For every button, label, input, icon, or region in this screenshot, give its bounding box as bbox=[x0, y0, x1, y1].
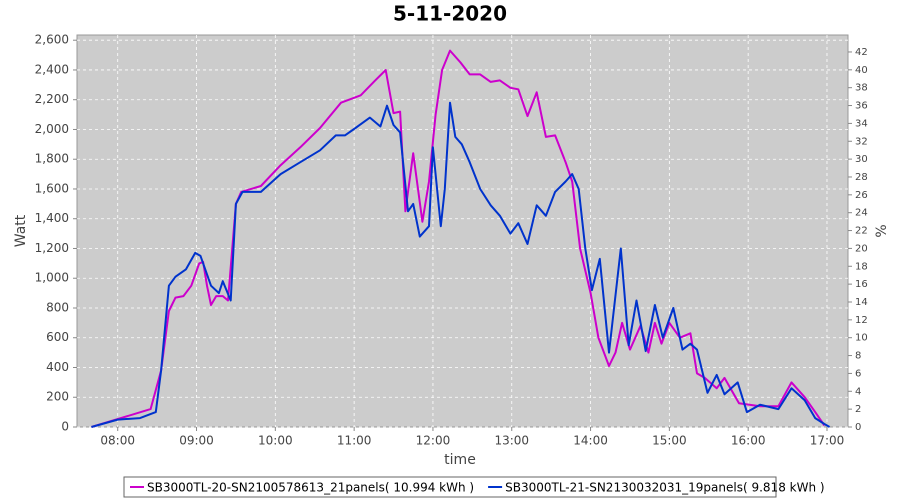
y2-tick-label: 30 bbox=[855, 154, 868, 165]
y-tick-label: 600 bbox=[46, 330, 69, 344]
y2-tick-label: 32 bbox=[855, 136, 868, 147]
y2-tick-label: 14 bbox=[855, 297, 868, 308]
y-tick-label: 200 bbox=[46, 390, 69, 404]
y2-tick-label: 22 bbox=[855, 226, 868, 237]
y2-tick-label: 38 bbox=[855, 83, 868, 94]
x-tick-label: 15:00 bbox=[652, 434, 687, 448]
y2-tick-label: 28 bbox=[855, 172, 868, 183]
y2-tick-label: 34 bbox=[855, 118, 868, 129]
legend-label: SB3000TL-21-SN2130032031_19panels( 9.818… bbox=[505, 481, 824, 495]
x-tick-label: 17:00 bbox=[810, 434, 845, 448]
plot-area bbox=[76, 34, 849, 428]
y2-tick-label: 0 bbox=[855, 422, 861, 433]
y2-tick-label: 18 bbox=[855, 261, 868, 272]
y2-axis-label: % bbox=[874, 224, 890, 237]
x-tick-label: 09:00 bbox=[179, 434, 214, 448]
y-tick-label: 1,000 bbox=[35, 271, 69, 285]
y-tick-label: 2,000 bbox=[35, 122, 69, 136]
y-tick-label: 1,600 bbox=[35, 181, 69, 195]
y2-tick-label: 26 bbox=[855, 190, 868, 201]
series-line bbox=[91, 101, 831, 428]
legend-label: SB3000TL-20-SN2100578613_21panels( 10.99… bbox=[147, 481, 474, 495]
y-tick-label: 2,600 bbox=[35, 33, 69, 47]
y2-tick-label: 12 bbox=[855, 315, 868, 326]
x-tick-label: 12:00 bbox=[416, 434, 451, 448]
y-axis-label: Watt bbox=[13, 214, 29, 247]
x-tick-label: 14:00 bbox=[573, 434, 608, 448]
x-tick-label: 08:00 bbox=[100, 434, 135, 448]
y2-tick-label: 20 bbox=[855, 243, 868, 254]
y2-tick-label: 4 bbox=[855, 386, 861, 397]
y2-tick-label: 10 bbox=[855, 333, 868, 344]
y-tick-label: 2,200 bbox=[35, 92, 69, 106]
y-tick-label: 400 bbox=[46, 360, 69, 374]
y2-tick-label: 24 bbox=[855, 208, 868, 219]
y-tick-label: 1,400 bbox=[35, 211, 69, 225]
y-tick-label: 0 bbox=[61, 420, 69, 434]
y2-tick-label: 16 bbox=[855, 279, 868, 290]
x-axis-label: time bbox=[444, 452, 476, 468]
legend bbox=[123, 476, 777, 498]
y-tick-label: 2,400 bbox=[35, 62, 69, 76]
x-tick-label: 16:00 bbox=[731, 434, 766, 448]
x-tick-label: 10:00 bbox=[258, 434, 293, 448]
y2-tick-label: 40 bbox=[855, 65, 868, 76]
y-tick-label: 1,200 bbox=[35, 241, 69, 255]
y2-tick-label: 2 bbox=[855, 404, 861, 415]
y2-tick-label: 8 bbox=[855, 351, 861, 362]
y2-tick-label: 42 bbox=[855, 47, 868, 58]
y-tick-label: 800 bbox=[46, 300, 69, 314]
series-line bbox=[91, 49, 826, 428]
x-tick-label: 11:00 bbox=[337, 434, 372, 448]
chart-title: 5-11-2020 bbox=[393, 2, 507, 26]
x-tick-label: 13:00 bbox=[494, 434, 529, 448]
y-tick-label: 1,800 bbox=[35, 152, 69, 166]
y2-tick-label: 36 bbox=[855, 101, 868, 112]
y2-tick-label: 6 bbox=[855, 368, 861, 379]
